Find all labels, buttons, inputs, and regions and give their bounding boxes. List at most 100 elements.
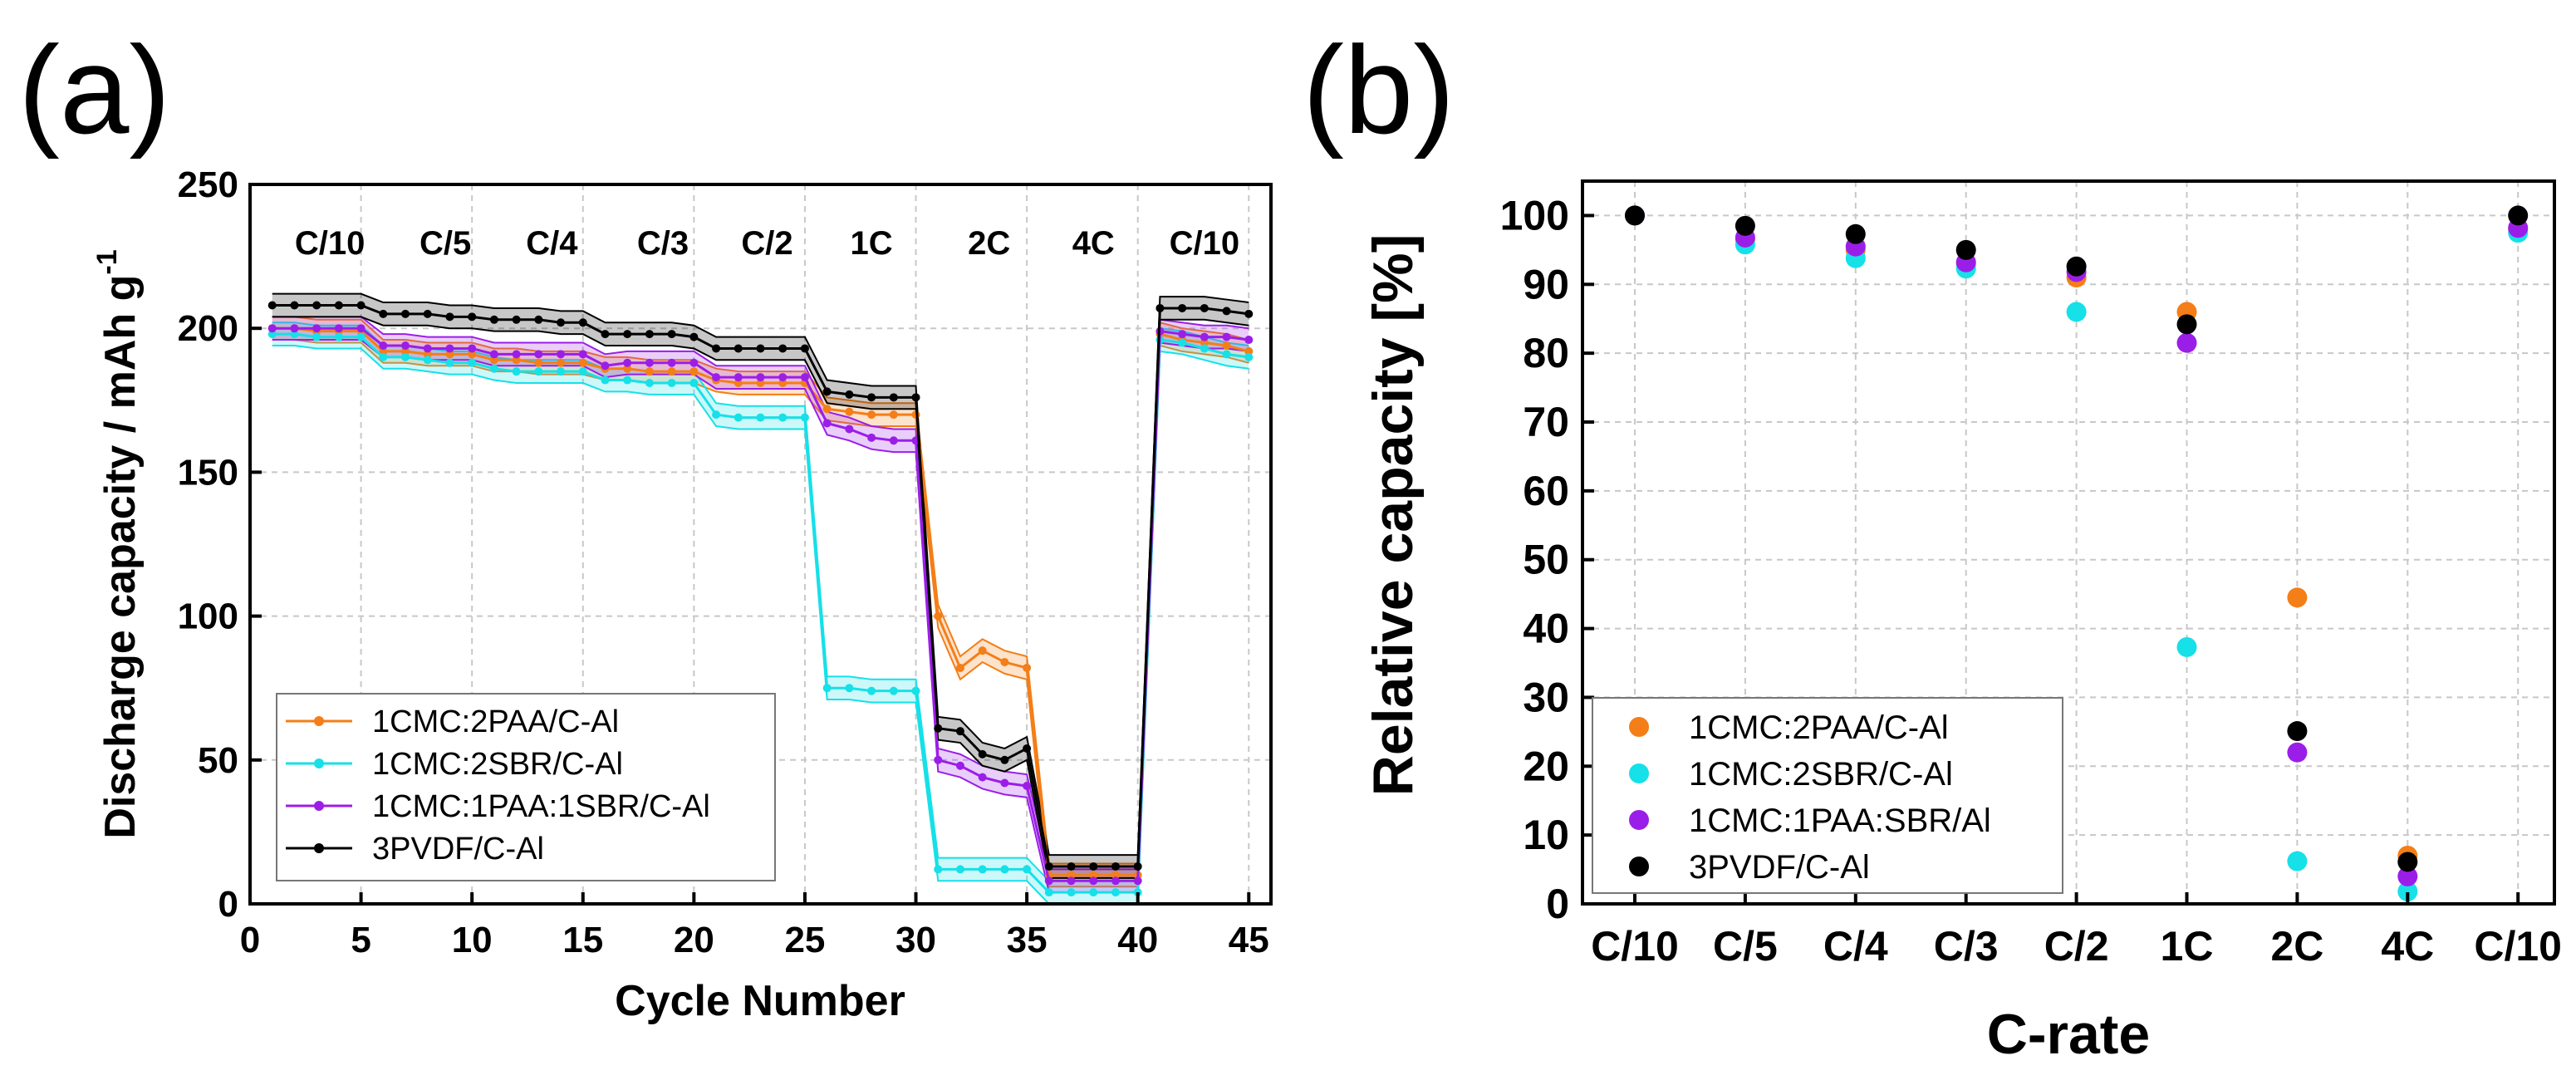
point-1cmc-2paa-c-al [1023,663,1032,672]
point-1cmc-2sbr-c-al [712,410,721,420]
point-1cmc-1paa-1sbr-c-al [267,324,277,333]
point-1cmc-2sbr-c-al [1067,888,1076,897]
point-1cmc-1paa-1sbr-c-al [379,341,388,350]
point-1cmc-2sbr-c-al [290,330,299,339]
y-tick-label: 100 [1500,192,1569,238]
point-1cmc-2sbr-c-al [889,686,898,695]
point-3pvdf-c-al [578,318,587,327]
point-3pvdf-c-al [978,749,987,758]
point-1cmc-2sbr-c-al [1200,344,1209,353]
point-1cmc-2sbr-c-al [756,413,765,422]
point-1cmc-2sbr-c-al [2176,636,2197,657]
point-3pvdf-c-al [601,330,610,339]
point-1cmc-1paa-1sbr-c-al [1044,876,1053,886]
point-1cmc-2sbr-c-al [822,684,832,693]
panel-a-ticks: 0 5 10 15 20 25 30 35 40 45 0 50 100 150 200 250 [178,164,1269,960]
point-1cmc-2paa-c-al [756,379,765,388]
panel-b-x-axis-title: C-rate [1987,1003,2151,1066]
point-3pvdf-c-al [557,318,566,327]
panel-b: (b) C/10 C/5 C/4 C/3 C/2 1C 2C 4C C/10 0 10 20 30 40 5… [1303,20,2562,1066]
x-tick-label: C/3 [1934,923,1999,970]
point-1cmc-2sbr-c-al [623,376,632,385]
point-1cmc-1paa-1sbr-c-al [423,344,432,353]
point-1cmc-2paa-c-al [379,346,388,356]
point-3pvdf-c-al [1244,309,1254,318]
point-3pvdf-c-al [1955,239,1976,260]
point-1cmc-2paa-c-al [845,407,854,416]
point-3pvdf-c-al [2066,256,2087,277]
point-3pvdf-c-al [312,301,321,310]
point-3pvdf-c-al [689,332,699,341]
point-1cmc-2sbr-c-al [1178,338,1187,347]
y-tick-label: 0 [218,884,238,925]
point-1cmc-2paa-c-al [645,367,654,376]
y-tick-label: 60 [1523,468,1569,514]
point-1cmc-2sbr-c-al [1000,865,1009,874]
legend-marker-3pvdf-c-al [1629,857,1649,876]
point-3pvdf-c-al [423,309,432,318]
point-1cmc-2paa-c-al [534,358,543,367]
point-1cmc-2sbr-c-al [734,413,743,422]
point-1cmc-1paa-1sbr-c-al [978,773,987,782]
point-3pvdf-c-al [1735,215,1755,236]
point-3pvdf-c-al [1044,862,1053,871]
point-1cmc-2sbr-c-al [689,379,699,388]
point-3pvdf-c-al [822,387,832,396]
rate-label: 2C [968,225,1010,262]
point-1cmc-2sbr-c-al [1222,350,1231,359]
point-1cmc-1paa-1sbr-c-al [689,358,699,367]
legend-label-1cmc-2sbr-c-al: 1CMC:2SBR/C-Al [372,747,623,782]
legend-label-1cmc-1paa-sbr-al: 1CMC:1PAA:SBR/Al [1689,803,1991,839]
point-1cmc-1paa-1sbr-c-al [468,344,477,353]
point-1cmc-2paa-c-al [1244,346,1254,356]
point-3pvdf-c-al [334,301,343,310]
point-1cmc-2paa-c-al [423,350,432,359]
point-3pvdf-c-al [734,344,743,353]
point-3pvdf-c-al [2176,314,2197,335]
point-3pvdf-c-al [356,301,366,310]
point-1cmc-1paa-1sbr-c-al [822,419,832,428]
panel-a-x-axis-title: Cycle Number [615,977,905,1025]
band-upper-1cmc-2paa-c-al [272,316,1249,865]
point-3pvdf-c-al [756,344,765,353]
legend-label-1cmc-1paa-1sbr-c-al: 1CMC:1PAA:1SBR/C-Al [372,789,710,824]
rate-label: C/2 [741,225,792,262]
point-1cmc-1paa-1sbr-c-al [934,755,943,764]
point-1cmc-1paa-1sbr-c-al [601,361,610,371]
point-3pvdf-c-al [2287,721,2308,742]
point-1cmc-1paa-1sbr-c-al [557,350,566,359]
point-1cmc-2paa-c-al [889,410,898,420]
panel-b-ticks: C/10 C/5 C/4 C/3 C/2 1C 2C 4C C/10 0 10 20 30 40 50 60 7… [1500,192,2562,970]
point-1cmc-1paa-1sbr-c-al [1200,332,1209,341]
point-1cmc-2sbr-c-al [1089,888,1098,897]
point-1cmc-1paa-1sbr-c-al [512,350,521,359]
legend-marker-1cmc-1paa-sbr-al [1629,810,1649,830]
point-1cmc-1paa-1sbr-c-al [623,358,632,367]
point-1cmc-2sbr-c-al [578,367,587,376]
point-1cmc-1paa-1sbr-c-al [756,373,765,382]
point-3pvdf-c-al [1023,744,1032,753]
point-3pvdf-c-al [800,344,809,353]
panel-a-y-axis-title-main: Discharge capacity / mAh g [96,275,145,839]
point-1cmc-2sbr-c-al [423,356,432,365]
panel-a-rate-labels: C/10 C/5 C/4 C/3 C/2 1C 2C 4C C/10 [295,225,1239,262]
legend-label-1cmc-2sbr-c-al: 1CMC:2SBR/C-Al [1689,756,1953,793]
point-3pvdf-c-al [468,312,477,322]
point-1cmc-2paa-c-al [667,367,676,376]
point-1cmc-2paa-c-al [978,646,987,655]
point-3pvdf-c-al [778,344,788,353]
point-1cmc-2sbr-c-al [867,686,876,695]
x-tick-label: 4C [2381,923,2434,970]
x-tick-label: 5 [351,920,370,960]
point-1cmc-2sbr-c-al [800,413,809,422]
rate-label: C/4 [526,225,578,262]
panel-b-legend: 1CMC:2PAA/C-Al 1CMC:2SBR/C-Al 1CMC:1PAA:SB… [1592,697,2063,894]
legend-marker-1cmc-2paa-c-al [1629,717,1649,737]
point-1cmc-1paa-sbr-al [2176,332,2197,353]
x-tick-label: C/5 [1713,923,1778,970]
band-upper-3pvdf-c-al [272,292,1249,857]
point-3pvdf-c-al [1111,862,1120,871]
legend-marker-1cmc-2sbr-c-al [1629,763,1649,783]
point-1cmc-2sbr-c-al [845,684,854,693]
point-3pvdf-c-al [267,301,277,310]
